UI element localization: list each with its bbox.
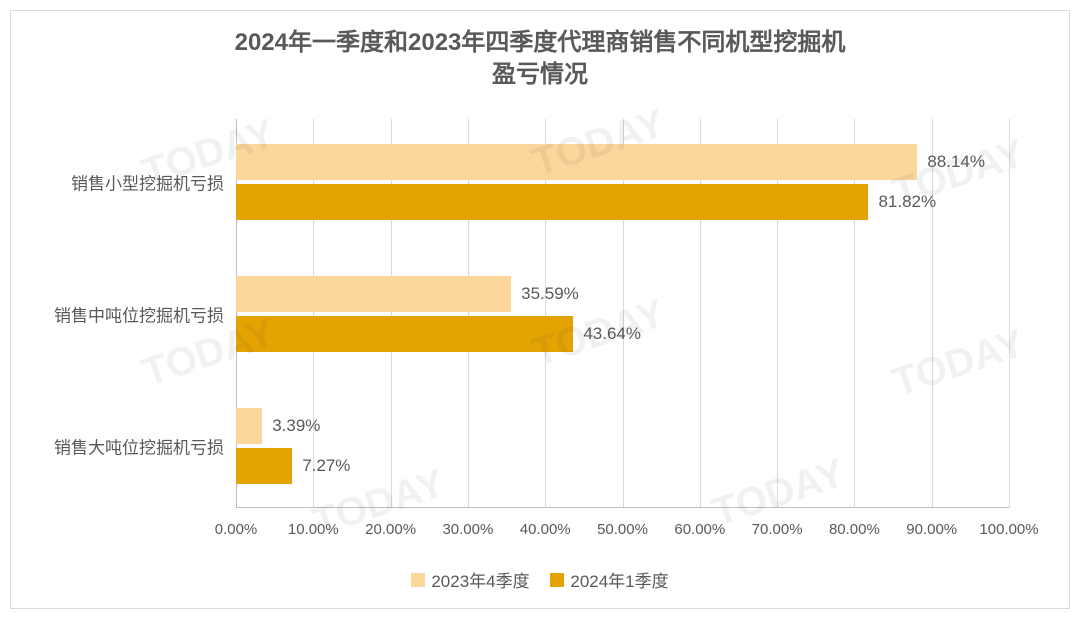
legend-item-2023q4: 2023年4季度 [411,567,529,592]
legend: 2023年4季度 2024年1季度 [11,567,1069,592]
category-label: 销售中吨位挖掘机亏损 [54,301,224,326]
x-gridline [932,119,933,508]
bar: 81.82% [236,184,868,220]
x-tick-label: 40.00% [520,521,571,538]
bar: 3.39% [236,408,262,444]
legend-label-2023q4: 2023年4季度 [431,567,529,592]
bar-value-label: 7.27% [302,456,350,476]
plot-area: 0.00%10.00%20.00%30.00%40.00%50.00%60.00… [236,119,1009,508]
chart-title: 2024年一季度和2023年四季度代理商销售不同机型挖掘机 盈亏情况 [11,27,1069,92]
legend-swatch-2023q4 [411,573,425,587]
bar-value-label: 35.59% [521,284,579,304]
x-tick-label: 30.00% [442,521,493,538]
x-axis-line [236,507,1009,508]
bar-value-label: 81.82% [878,192,936,212]
chart-title-line1: 2024年一季度和2023年四季度代理商销售不同机型挖掘机 [235,29,846,56]
chart-frame: 2024年一季度和2023年四季度代理商销售不同机型挖掘机 盈亏情况 0.00%… [10,10,1070,609]
category-label: 销售大吨位挖掘机亏损 [54,433,224,458]
x-tick-label: 60.00% [674,521,725,538]
bar: 88.14% [236,144,917,180]
x-tick-label: 0.00% [215,521,258,538]
bar: 35.59% [236,276,511,312]
x-tick-label: 20.00% [365,521,416,538]
bar: 7.27% [236,448,292,484]
legend-swatch-2024q1 [550,573,564,587]
x-tick-label: 80.00% [829,521,880,538]
x-tick-label: 70.00% [752,521,803,538]
x-tick-label: 100.00% [979,521,1038,538]
category-label: 销售小型挖掘机亏损 [71,169,224,194]
chart-title-line2: 盈亏情况 [492,61,588,88]
x-tick-label: 50.00% [597,521,648,538]
bar-value-label: 88.14% [927,152,985,172]
legend-label-2024q1: 2024年1季度 [570,567,668,592]
bar-value-label: 3.39% [272,416,320,436]
bar-value-label: 43.64% [583,324,641,344]
x-gridline [1009,119,1010,508]
bar: 43.64% [236,316,573,352]
x-tick-label: 90.00% [906,521,957,538]
x-tick-label: 10.00% [288,521,339,538]
legend-item-2024q1: 2024年1季度 [550,567,668,592]
